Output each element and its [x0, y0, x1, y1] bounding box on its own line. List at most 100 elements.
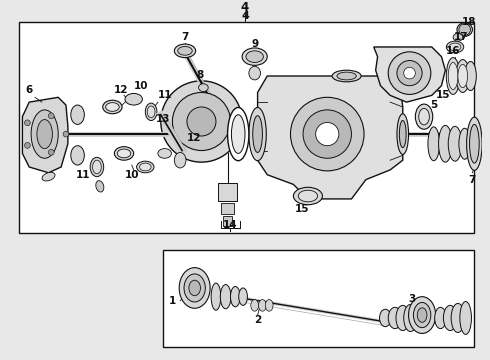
- Text: 1: 1: [169, 296, 176, 306]
- Ellipse shape: [466, 117, 482, 170]
- Text: 10: 10: [124, 170, 139, 180]
- Ellipse shape: [251, 300, 259, 311]
- Bar: [223, 216, 232, 226]
- Ellipse shape: [399, 121, 406, 148]
- Ellipse shape: [93, 160, 101, 174]
- Ellipse shape: [103, 100, 122, 114]
- Ellipse shape: [253, 116, 263, 153]
- Ellipse shape: [435, 307, 446, 329]
- Ellipse shape: [158, 149, 172, 158]
- Text: 15: 15: [295, 204, 309, 213]
- Ellipse shape: [220, 284, 231, 309]
- Circle shape: [291, 97, 364, 171]
- Ellipse shape: [140, 163, 151, 171]
- Text: 9: 9: [251, 39, 258, 49]
- Ellipse shape: [249, 66, 261, 80]
- Ellipse shape: [174, 153, 186, 168]
- Ellipse shape: [71, 146, 84, 165]
- Ellipse shape: [246, 51, 264, 63]
- Text: 12: 12: [187, 133, 201, 143]
- Ellipse shape: [114, 147, 134, 160]
- Polygon shape: [258, 76, 403, 199]
- Ellipse shape: [448, 126, 462, 161]
- Ellipse shape: [147, 106, 155, 118]
- Circle shape: [404, 67, 416, 79]
- Ellipse shape: [230, 287, 240, 307]
- Ellipse shape: [294, 187, 322, 205]
- Ellipse shape: [137, 161, 154, 173]
- Circle shape: [63, 131, 69, 137]
- Text: 17: 17: [454, 32, 468, 42]
- Text: 11: 11: [76, 170, 91, 180]
- Bar: [221, 203, 234, 215]
- Ellipse shape: [457, 23, 472, 36]
- Ellipse shape: [449, 43, 461, 51]
- Ellipse shape: [467, 130, 477, 157]
- Ellipse shape: [417, 308, 427, 322]
- Ellipse shape: [469, 125, 479, 163]
- Ellipse shape: [380, 309, 391, 327]
- Ellipse shape: [419, 108, 429, 125]
- Text: 13: 13: [155, 114, 170, 123]
- Ellipse shape: [332, 70, 361, 82]
- Ellipse shape: [146, 103, 157, 121]
- Ellipse shape: [106, 103, 119, 111]
- Ellipse shape: [42, 172, 55, 181]
- Circle shape: [161, 81, 242, 162]
- Ellipse shape: [443, 305, 457, 330]
- Ellipse shape: [71, 105, 84, 125]
- Text: 6: 6: [25, 85, 33, 95]
- Ellipse shape: [189, 280, 200, 296]
- Ellipse shape: [465, 62, 476, 90]
- Ellipse shape: [337, 72, 356, 80]
- Ellipse shape: [416, 104, 433, 129]
- Circle shape: [49, 149, 54, 155]
- Bar: [20, 22, 474, 233]
- Ellipse shape: [179, 267, 210, 308]
- Ellipse shape: [458, 64, 467, 87]
- Ellipse shape: [396, 305, 410, 330]
- Polygon shape: [23, 97, 68, 173]
- Text: 2: 2: [254, 315, 261, 325]
- Ellipse shape: [388, 307, 402, 329]
- Ellipse shape: [178, 46, 192, 55]
- Ellipse shape: [459, 128, 470, 159]
- Circle shape: [24, 120, 30, 126]
- Ellipse shape: [198, 84, 208, 91]
- Text: 12: 12: [114, 85, 128, 95]
- Ellipse shape: [460, 302, 471, 334]
- Circle shape: [49, 113, 54, 119]
- Ellipse shape: [90, 157, 104, 177]
- Text: 15: 15: [436, 90, 451, 100]
- Ellipse shape: [231, 115, 245, 153]
- Text: 8: 8: [196, 70, 203, 80]
- Text: 3: 3: [409, 294, 416, 303]
- Circle shape: [303, 110, 351, 158]
- Ellipse shape: [239, 288, 247, 305]
- Ellipse shape: [227, 108, 249, 161]
- Ellipse shape: [242, 48, 267, 66]
- Circle shape: [316, 122, 339, 146]
- Ellipse shape: [446, 58, 460, 94]
- Circle shape: [172, 93, 230, 150]
- Ellipse shape: [184, 274, 205, 302]
- Ellipse shape: [298, 190, 318, 202]
- Ellipse shape: [31, 110, 58, 158]
- Text: 5: 5: [430, 100, 438, 110]
- Text: 4: 4: [241, 1, 249, 14]
- Text: 4: 4: [241, 11, 249, 21]
- Ellipse shape: [456, 59, 469, 93]
- Ellipse shape: [259, 300, 266, 311]
- Bar: [163, 250, 474, 347]
- Ellipse shape: [451, 303, 465, 333]
- Text: 14: 14: [223, 220, 238, 230]
- Text: 18: 18: [461, 17, 476, 27]
- Circle shape: [24, 143, 30, 148]
- Text: 7: 7: [469, 175, 476, 185]
- Ellipse shape: [211, 283, 221, 310]
- Circle shape: [397, 60, 422, 86]
- Ellipse shape: [125, 94, 143, 105]
- Circle shape: [459, 24, 470, 35]
- Ellipse shape: [37, 120, 52, 149]
- Text: 16: 16: [446, 46, 460, 56]
